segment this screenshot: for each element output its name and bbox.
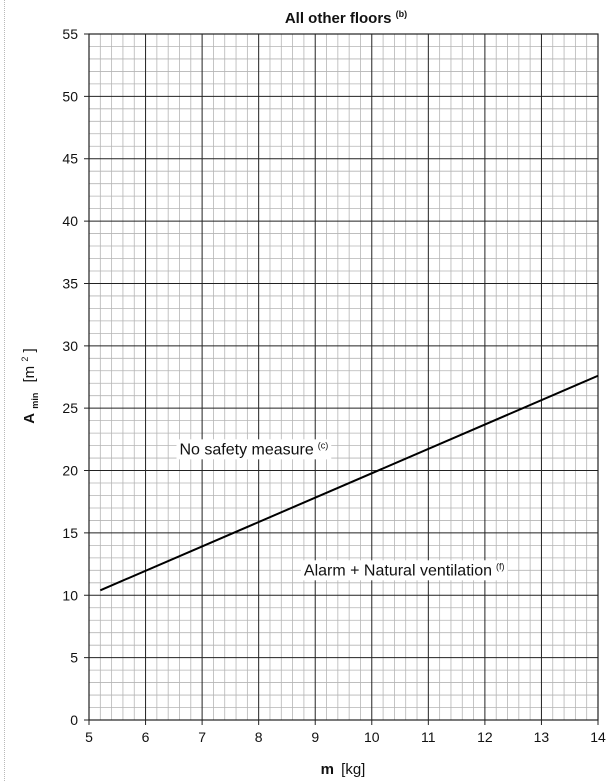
y-tick-label: 30 <box>62 338 78 354</box>
annotation-superscript: (f) <box>496 561 505 571</box>
y-tick-label: 50 <box>62 88 78 104</box>
page-margin-rule <box>4 0 5 781</box>
annotation-background <box>300 560 508 581</box>
x-tick-label: 9 <box>311 729 319 745</box>
y-axis-label-unit-close: ] <box>21 348 38 352</box>
x-tick-label: 10 <box>364 729 380 745</box>
x-axis-label-symbol: m <box>321 761 334 778</box>
y-tick-label: 20 <box>62 463 78 479</box>
y-axis-label: A min [m 2 ] <box>15 348 42 423</box>
annotation-label: No safety measure (c) <box>179 440 328 458</box>
plot-frame <box>88 33 599 721</box>
y-axis-label-unit: [m <box>21 366 38 383</box>
y-tick-label: 45 <box>62 151 78 167</box>
y-tick-label: 15 <box>62 525 78 541</box>
y-axis-label-subscript: min <box>30 393 40 409</box>
x-tick-label: 13 <box>534 729 550 745</box>
x-tick-label: 11 <box>421 729 436 745</box>
annotation-text: No safety measure <box>179 441 313 458</box>
major-grid <box>84 33 599 725</box>
y-tick-label: 55 <box>62 26 78 42</box>
x-tick-label: 14 <box>590 729 606 745</box>
y-tick-label: 10 <box>62 587 78 603</box>
x-tick-label: 8 <box>255 729 263 745</box>
chart-title-superscript: (b) <box>396 9 408 19</box>
series-line <box>99 374 599 592</box>
annotation-label: Alarm + Natural ventilation (f) <box>304 561 505 579</box>
annotation-text: Alarm + Natural ventilation <box>304 562 492 579</box>
y-tick-label: 0 <box>70 712 78 728</box>
y-axis-label-symbol: A <box>21 413 38 424</box>
annotation-background <box>176 439 332 460</box>
x-axis-label: m [kg] <box>321 761 366 778</box>
y-tick-label: 35 <box>62 275 78 291</box>
chart-title: All other floors (b) <box>285 9 407 27</box>
annotation-layer: No safety measure (c) Alarm + Natural vent… <box>176 439 508 581</box>
series-layer <box>99 374 599 592</box>
annotation-superscript: (c) <box>318 440 329 450</box>
x-tick-label: 7 <box>198 729 206 745</box>
y-tick-label: 5 <box>70 650 78 666</box>
chart-title-text: All other floors <box>285 10 392 27</box>
y-tick-label: 25 <box>62 400 78 416</box>
minor-grid <box>89 34 598 720</box>
y-tick-label: 40 <box>62 213 78 229</box>
y-axis-label-unit-superscript: 2 <box>20 357 30 362</box>
x-tick-label: 5 <box>85 729 93 745</box>
x-axis-label-unit: [kg] <box>341 761 365 778</box>
x-tick-label: 12 <box>477 729 493 745</box>
x-tick-label: 6 <box>142 729 150 745</box>
